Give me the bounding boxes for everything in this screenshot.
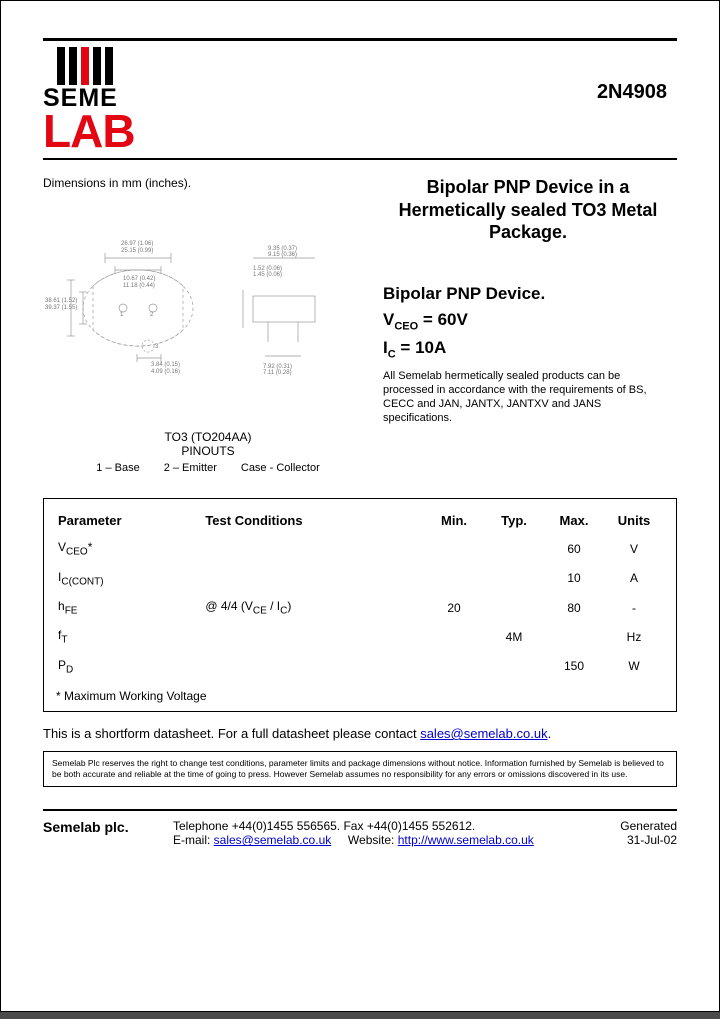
sales-email-link[interactable]: sales@semelab.co.uk [420,726,547,741]
table-row: PD150W [56,652,664,681]
footer-website-link[interactable]: http://www.semelab.co.uk [398,833,534,847]
footer-rule [43,809,677,811]
disclaimer: Semelab Plc reserves the right to change… [43,751,677,787]
spec-ic: IC = 10A [383,338,673,360]
table-row: VCEO*60V [56,534,664,563]
table-header: Max. [544,507,604,534]
logo: SEME LAB [43,47,183,152]
right-column: Bipolar PNP Device in a Hermetically sea… [383,176,673,474]
table-footnote: * Maximum Working Voltage [56,689,664,703]
package-name: TO3 (TO204AA) [43,430,373,444]
left-column: Dimensions in mm (inches). [43,176,373,474]
generated-label: Generated [620,819,677,833]
logo-stripes-icon [57,47,183,85]
svg-text:9.15 (0.36): 9.15 (0.36) [268,252,297,258]
table-header: Test Conditions [203,507,424,534]
svg-text:3.84 (0.15): 3.84 (0.15) [151,362,180,368]
footer: Semelab plc. Telephone +44(0)1455 556565… [43,819,677,847]
table-row: IC(CONT)10A [56,564,664,593]
table-header: Typ. [484,507,544,534]
part-number: 2N4908 [597,47,677,152]
pin-2: 2 – Emitter [164,462,217,474]
table-header: Units [604,507,664,534]
page: SEME LAB 2N4908 Dimensions in mm (inches… [0,0,720,1012]
pinouts-block: TO3 (TO204AA) PINOUTS 1 – Base 2 – Emitt… [43,430,373,474]
table-header: Parameter [56,507,203,534]
logo-text-lab: LAB [43,111,183,152]
svg-text:38.61 (1.52): 38.61 (1.52) [45,298,77,304]
header: SEME LAB 2N4908 [13,41,707,152]
table-row: fT4MHz [56,622,664,651]
title-description: Bipolar PNP Device in a Hermetically sea… [383,176,673,244]
svg-text:1: 1 [120,312,124,318]
company-name: Semelab plc. [43,819,173,847]
shortform-note: This is a shortform datasheet. For a ful… [43,726,677,741]
svg-text:1.45 (0.06): 1.45 (0.06) [253,272,282,278]
parameter-table: ParameterTest ConditionsMin.Typ.Max.Unit… [43,498,677,712]
spec-vceo: VCEO = 60V [383,310,673,332]
generated-date: 31-Jul-02 [620,833,677,847]
pinouts-label: PINOUTS [181,444,234,458]
table-header: Min. [424,507,484,534]
subtitle: Bipolar PNP Device. [383,284,673,304]
pin-1: 1 – Base [96,462,139,474]
svg-text:4.09 (0.16): 4.09 (0.16) [151,369,180,375]
table-row: hFE@ 4/4 (VCE / IC)2080- [56,593,664,622]
svg-text:7.11 (0.28): 7.11 (0.28) [263,370,292,376]
svg-text:25.15 (0.99): 25.15 (0.99) [121,248,153,254]
package-diagram: 25.15 (0.99)26.97 (1.06) 10.67 (0.42)11.… [43,198,373,418]
pin-case: Case - Collector [241,462,320,474]
svg-text:39.37 (1.55): 39.37 (1.55) [45,305,77,311]
svg-text:11.18 (0.44): 11.18 (0.44) [123,283,155,289]
svg-text:10.67 (0.42): 10.67 (0.42) [123,276,155,282]
phone-fax: Telephone +44(0)1455 556565. Fax +44(0)1… [173,819,620,833]
top-rule [43,33,677,41]
footer-email-link[interactable]: sales@semelab.co.uk [214,833,332,847]
dimensions-label: Dimensions in mm (inches). [43,176,373,190]
svg-text:3: 3 [155,344,159,350]
svg-text:2: 2 [150,312,154,318]
compliance-text: All Semelab hermetically sealed products… [383,370,673,425]
svg-text:26.97 (1.06): 26.97 (1.06) [121,241,153,247]
